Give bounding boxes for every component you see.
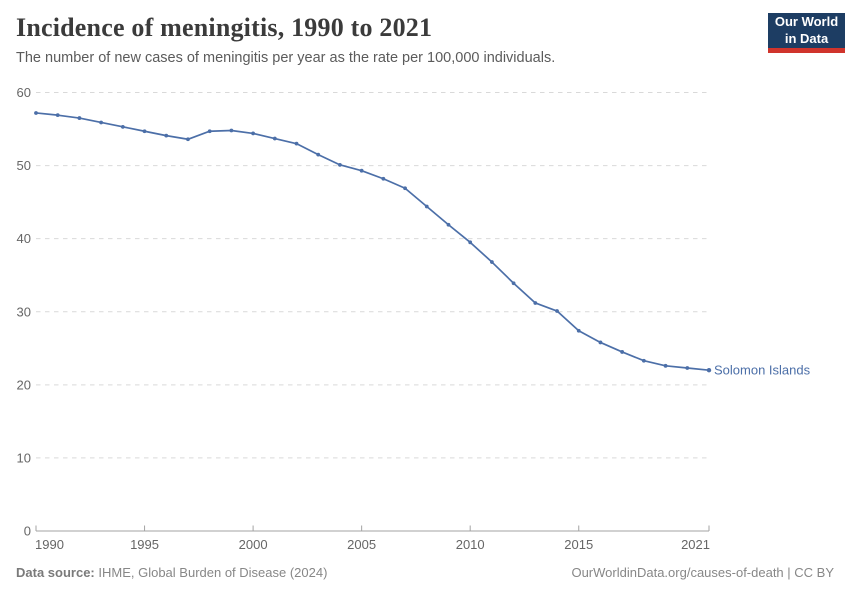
data-point <box>576 328 581 333</box>
x-axis <box>35 525 710 532</box>
license-link[interactable]: OurWorldinData.org/causes-of-death | CC … <box>571 565 834 580</box>
data-point <box>99 120 104 125</box>
y-tick-label: 30 <box>17 304 31 319</box>
x-tick-label: 2010 <box>456 537 485 552</box>
logo-line-2: in Data <box>784 30 829 46</box>
logo-line-1: Our World <box>774 14 839 30</box>
data-point <box>186 137 190 142</box>
data-point <box>663 363 668 368</box>
data-point <box>55 113 60 118</box>
data-point <box>207 129 212 134</box>
x-tick-label: 2015 <box>564 537 593 552</box>
y-tick-label: 60 <box>17 85 31 100</box>
data-point <box>511 281 516 286</box>
entity-label[interactable]: Solomon Islands <box>714 363 811 378</box>
data-point <box>142 129 147 134</box>
chart-subtitle: The number of new cases of meningitis pe… <box>16 50 556 66</box>
data-series-solomon-islands[interactable] <box>34 111 712 373</box>
data-point <box>120 124 125 129</box>
data-source: Data source: IHME, Global Burden of Dise… <box>16 565 327 580</box>
y-tick-label: 20 <box>17 377 31 392</box>
owid-logo[interactable]: Our World in Data <box>768 13 845 53</box>
gridlines <box>36 92 707 459</box>
data-point <box>381 176 386 181</box>
x-tick-label: 1995 <box>130 537 159 552</box>
data-point <box>490 260 494 264</box>
data-point <box>403 186 407 191</box>
data-line <box>35 112 710 372</box>
chart-title: Incidence of meningitis, 1990 to 2021 <box>16 13 433 42</box>
data-point <box>555 309 559 313</box>
data-point <box>446 222 451 227</box>
data-point <box>272 136 277 141</box>
y-tick-label: 10 <box>17 450 31 465</box>
data-point <box>641 358 646 363</box>
x-axis-labels: 1990 1995 2000 2005 2010 2015 2021 <box>35 537 710 552</box>
data-point <box>164 133 169 138</box>
data-point <box>251 131 255 136</box>
x-tick-label: 2000 <box>239 537 268 552</box>
data-point <box>620 350 625 354</box>
y-tick-label: 40 <box>17 231 31 246</box>
data-point <box>229 128 234 133</box>
data-point <box>685 366 690 370</box>
data-point <box>359 168 364 173</box>
data-point <box>338 162 342 167</box>
data-point <box>294 141 299 146</box>
x-tick-label: 2005 <box>347 537 376 552</box>
y-tick-label: 0 <box>24 524 31 539</box>
data-point <box>706 368 712 373</box>
data-point <box>77 116 82 120</box>
data-source-text: IHME, Global Burden of Disease (2024) <box>98 565 328 580</box>
data-point <box>468 240 473 245</box>
data-point <box>533 301 538 305</box>
data-point <box>424 204 429 209</box>
data-point <box>34 111 38 115</box>
data-point <box>316 152 321 157</box>
data-source-label: Data source: <box>16 565 95 580</box>
y-axis-labels: 0 10 20 30 40 50 60 <box>17 85 31 539</box>
x-tick-label: 2021 <box>681 537 710 552</box>
chart-footer: Data source: IHME, Global Burden of Dise… <box>16 565 834 580</box>
x-tick-label: 1990 <box>35 537 64 552</box>
y-tick-label: 50 <box>17 158 31 173</box>
data-point <box>598 340 603 345</box>
